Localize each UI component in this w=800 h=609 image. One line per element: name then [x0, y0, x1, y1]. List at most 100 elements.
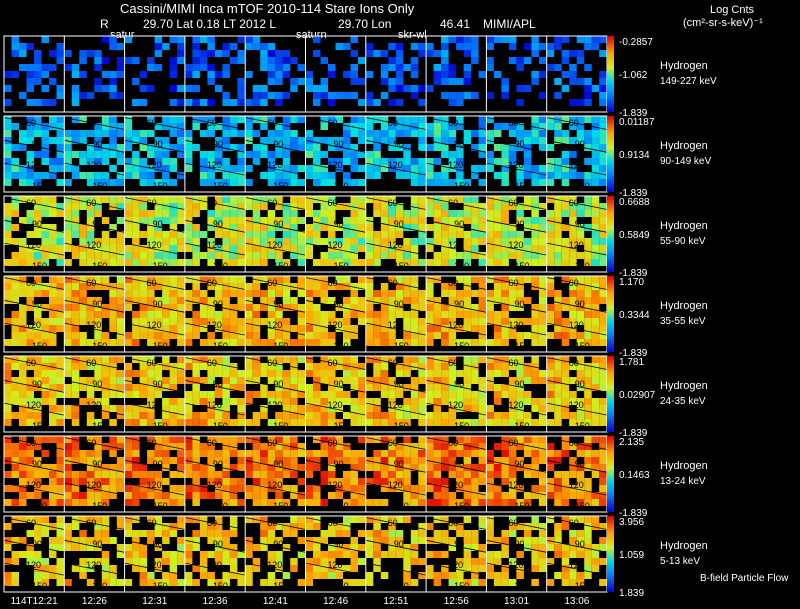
heatmap-frame — [184, 116, 245, 186]
heatmap-cell — [49, 283, 57, 290]
heatmap-cell — [282, 290, 291, 297]
heatmap-cell — [516, 99, 524, 106]
heatmap-cell — [132, 485, 140, 492]
heatmap-cell — [456, 297, 464, 304]
heatmap-cell — [132, 471, 140, 478]
heatmap-cell — [591, 544, 600, 551]
heatmap-cell — [448, 196, 457, 203]
heatmap-cell — [418, 217, 426, 224]
heatmap-cell — [388, 137, 396, 144]
pitch-angle-contour — [426, 265, 487, 279]
heatmap-cell — [56, 412, 64, 419]
heatmap-cell — [199, 419, 208, 426]
pitch-angle-label: 120 — [508, 400, 523, 410]
heatmap-cell — [64, 259, 72, 266]
heatmap-cell — [147, 144, 155, 151]
heatmap-cell — [275, 311, 283, 318]
heatmap-cell — [478, 398, 487, 405]
heatmap-cell — [486, 196, 494, 203]
heatmap-cell — [569, 537, 577, 544]
heatmap-cell — [441, 172, 449, 179]
heatmap-cell — [313, 558, 321, 565]
heatmap-cell — [245, 544, 253, 551]
heatmap-cell — [86, 276, 95, 283]
heatmap-cell — [252, 144, 261, 151]
heatmap-cell — [584, 412, 592, 419]
heatmap-cell — [237, 245, 245, 252]
heatmap-cell — [426, 356, 434, 363]
heatmap-cell — [343, 231, 351, 238]
heatmap-cell — [456, 530, 464, 537]
heatmap-cell — [554, 196, 562, 203]
heatmap-cell — [139, 137, 148, 144]
heatmap-cell — [599, 252, 607, 259]
heatmap-cell — [501, 457, 509, 464]
heatmap-cell — [64, 297, 72, 304]
heatmap-cell — [493, 332, 502, 339]
heatmap-cell — [214, 412, 223, 419]
heatmap-cell — [365, 318, 374, 325]
heatmap-cell — [426, 398, 434, 405]
heatmap-cell — [418, 172, 426, 179]
heatmap-cell — [343, 318, 351, 325]
heatmap-cell — [305, 276, 313, 283]
heatmap-cell — [418, 137, 426, 144]
pitch-angle-contour — [305, 505, 366, 519]
heatmap-cell — [373, 544, 381, 551]
heatmap-cell — [162, 179, 170, 186]
heatmap-cell — [493, 238, 502, 245]
heatmap-cell — [554, 78, 562, 85]
pitch-angle-contour — [546, 162, 608, 176]
heatmap-cell — [508, 419, 517, 426]
heatmap-cell — [19, 377, 27, 384]
heatmap-cell — [297, 311, 306, 318]
heatmap-cell — [229, 43, 238, 50]
heatmap-cell — [546, 398, 555, 405]
heatmap-cell — [79, 384, 87, 391]
heatmap-cell — [71, 130, 80, 137]
heatmap-cell — [169, 558, 178, 565]
heatmap-cell — [71, 304, 80, 311]
heatmap-cell — [388, 478, 396, 485]
heatmap-cell — [388, 224, 396, 231]
pitch-angle-label: 90 — [153, 379, 163, 389]
heatmap-cell — [94, 130, 102, 137]
heatmap-cell — [56, 572, 64, 579]
heatmap-cell — [523, 165, 532, 172]
heatmap-cell — [320, 565, 328, 572]
heatmap-cell — [86, 231, 95, 238]
heatmap-cell — [41, 356, 49, 363]
pitch-angle-label: 150 — [92, 421, 107, 431]
heatmap-cell — [335, 565, 343, 572]
heatmap-cell — [252, 151, 261, 158]
heatmap-cell — [19, 50, 27, 57]
heatmap-cell — [154, 196, 163, 203]
heatmap-cell — [380, 64, 389, 71]
heatmap-cell — [199, 64, 208, 71]
heatmap-cell — [124, 405, 133, 412]
heatmap-cell — [49, 276, 57, 283]
heatmap-cell — [297, 290, 306, 297]
heatmap-cell — [94, 530, 102, 537]
heatmap-cell — [335, 259, 343, 266]
pitch-angle-contour — [64, 437, 125, 450]
heatmap-cell — [64, 544, 72, 551]
heatmap-cell — [26, 210, 34, 217]
heatmap-cell — [531, 238, 539, 245]
heatmap-cell — [471, 57, 479, 64]
pitch-angle-label: 120 — [86, 560, 101, 570]
heatmap-cell — [275, 339, 283, 346]
heatmap-cell — [101, 144, 110, 151]
heatmap-cell — [290, 558, 298, 565]
heatmap-cell — [192, 283, 200, 290]
heatmap-cell — [328, 405, 336, 412]
heatmap-cell — [546, 377, 555, 384]
heatmap-cell — [538, 339, 547, 346]
heatmap-cell — [56, 391, 64, 398]
heatmap-cell — [79, 259, 87, 266]
heatmap-cell — [116, 71, 125, 78]
heatmap-cell — [11, 252, 19, 259]
heatmap-cell — [373, 297, 381, 304]
heatmap-cell — [56, 516, 64, 523]
heatmap-cell — [86, 516, 95, 523]
